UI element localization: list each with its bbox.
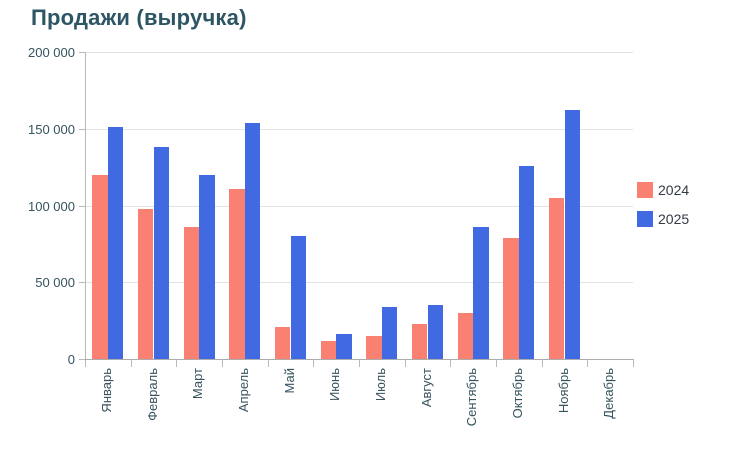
grid-line bbox=[86, 282, 633, 284]
bar-2025-Февраль bbox=[153, 147, 170, 359]
bar-2025-Январь bbox=[107, 127, 124, 359]
x-axis-label: Июль bbox=[372, 368, 388, 402]
legend-item-2024: 2024 bbox=[637, 182, 689, 198]
y-axis-label: 100 000 bbox=[28, 198, 75, 214]
x-axis-label: Сентябрь bbox=[464, 368, 480, 427]
chart-title: Продажи (выручка) bbox=[31, 5, 247, 30]
bar-2025-Ноябрь bbox=[564, 110, 581, 359]
y-axis-label: 200 000 bbox=[28, 45, 75, 60]
y-axis-tick bbox=[79, 52, 85, 53]
x-axis-tick bbox=[450, 360, 452, 367]
x-axis-tick bbox=[587, 360, 589, 367]
x-axis-tick bbox=[85, 360, 86, 367]
bar-2024-Май bbox=[274, 326, 291, 359]
x-axis-line bbox=[85, 359, 634, 360]
x-axis-label: Март bbox=[190, 368, 206, 400]
bar-2024-Август bbox=[411, 323, 428, 359]
y-axis-tick bbox=[79, 128, 85, 130]
y-axis-label: 0 bbox=[67, 352, 75, 367]
bar-2025-Июль bbox=[381, 306, 398, 359]
x-axis-label: Январь bbox=[98, 368, 114, 413]
x-axis-tick bbox=[222, 360, 223, 367]
bar-2025-Апрель bbox=[244, 122, 261, 359]
x-axis-tick bbox=[541, 360, 543, 367]
legend-item-2025: 2025 bbox=[637, 211, 689, 227]
x-axis-label: Ноябрь bbox=[555, 368, 571, 414]
y-axis-label: 150 000 bbox=[28, 121, 75, 137]
y-axis-line bbox=[85, 52, 86, 360]
legend-label-2024: 2024 bbox=[658, 182, 690, 198]
bar-2024-Март bbox=[183, 226, 200, 359]
grid-line bbox=[86, 205, 633, 207]
x-axis-tick bbox=[176, 360, 178, 367]
legend: 2024 2025 bbox=[637, 182, 689, 240]
x-axis-tick bbox=[496, 360, 497, 367]
x-axis-label: Август bbox=[418, 368, 434, 408]
legend-swatch-2025 bbox=[637, 211, 653, 227]
bar-2024-Январь bbox=[92, 174, 108, 359]
legend-swatch-2024 bbox=[637, 182, 653, 198]
bar-2024-Июль bbox=[366, 335, 382, 359]
y-axis-tick bbox=[79, 359, 85, 360]
bar-2024-Ноябрь bbox=[548, 197, 565, 359]
x-axis-tick bbox=[267, 360, 269, 367]
bar-2025-Август bbox=[427, 305, 444, 359]
x-axis-label: Апрель bbox=[235, 368, 251, 413]
x-axis-label: Май bbox=[281, 368, 297, 394]
y-axis-label: 50 000 bbox=[35, 275, 75, 291]
bar-2025-Май bbox=[290, 236, 307, 359]
legend-label-2025: 2025 bbox=[658, 211, 690, 227]
x-axis-tick bbox=[130, 360, 132, 367]
y-axis-tick bbox=[79, 282, 85, 284]
bar-2024-Апрель bbox=[229, 188, 245, 359]
bar-2025-Сентябрь bbox=[473, 226, 489, 359]
grid-line bbox=[86, 52, 633, 53]
bar-2024-Октябрь bbox=[503, 237, 519, 359]
bar-2025-Март bbox=[199, 174, 215, 359]
x-axis-tick bbox=[633, 360, 634, 367]
bar-2024-Июнь bbox=[320, 340, 337, 359]
x-axis-tick bbox=[313, 360, 315, 367]
x-axis-tick bbox=[404, 360, 406, 367]
bar-2025-Октябрь bbox=[518, 165, 535, 359]
bar-2024-Февраль bbox=[137, 208, 154, 359]
bar-2024-Сентябрь bbox=[457, 312, 474, 359]
grid-line bbox=[86, 128, 633, 130]
x-axis-label: Февраль bbox=[144, 368, 160, 421]
bar-2025-Июнь bbox=[336, 334, 352, 359]
x-axis-label: Декабрь bbox=[601, 368, 617, 419]
x-axis-label: Июнь bbox=[327, 368, 343, 402]
x-axis-tick bbox=[359, 360, 360, 367]
y-axis-tick bbox=[79, 205, 85, 207]
x-axis-label: Октябрь bbox=[509, 368, 525, 419]
